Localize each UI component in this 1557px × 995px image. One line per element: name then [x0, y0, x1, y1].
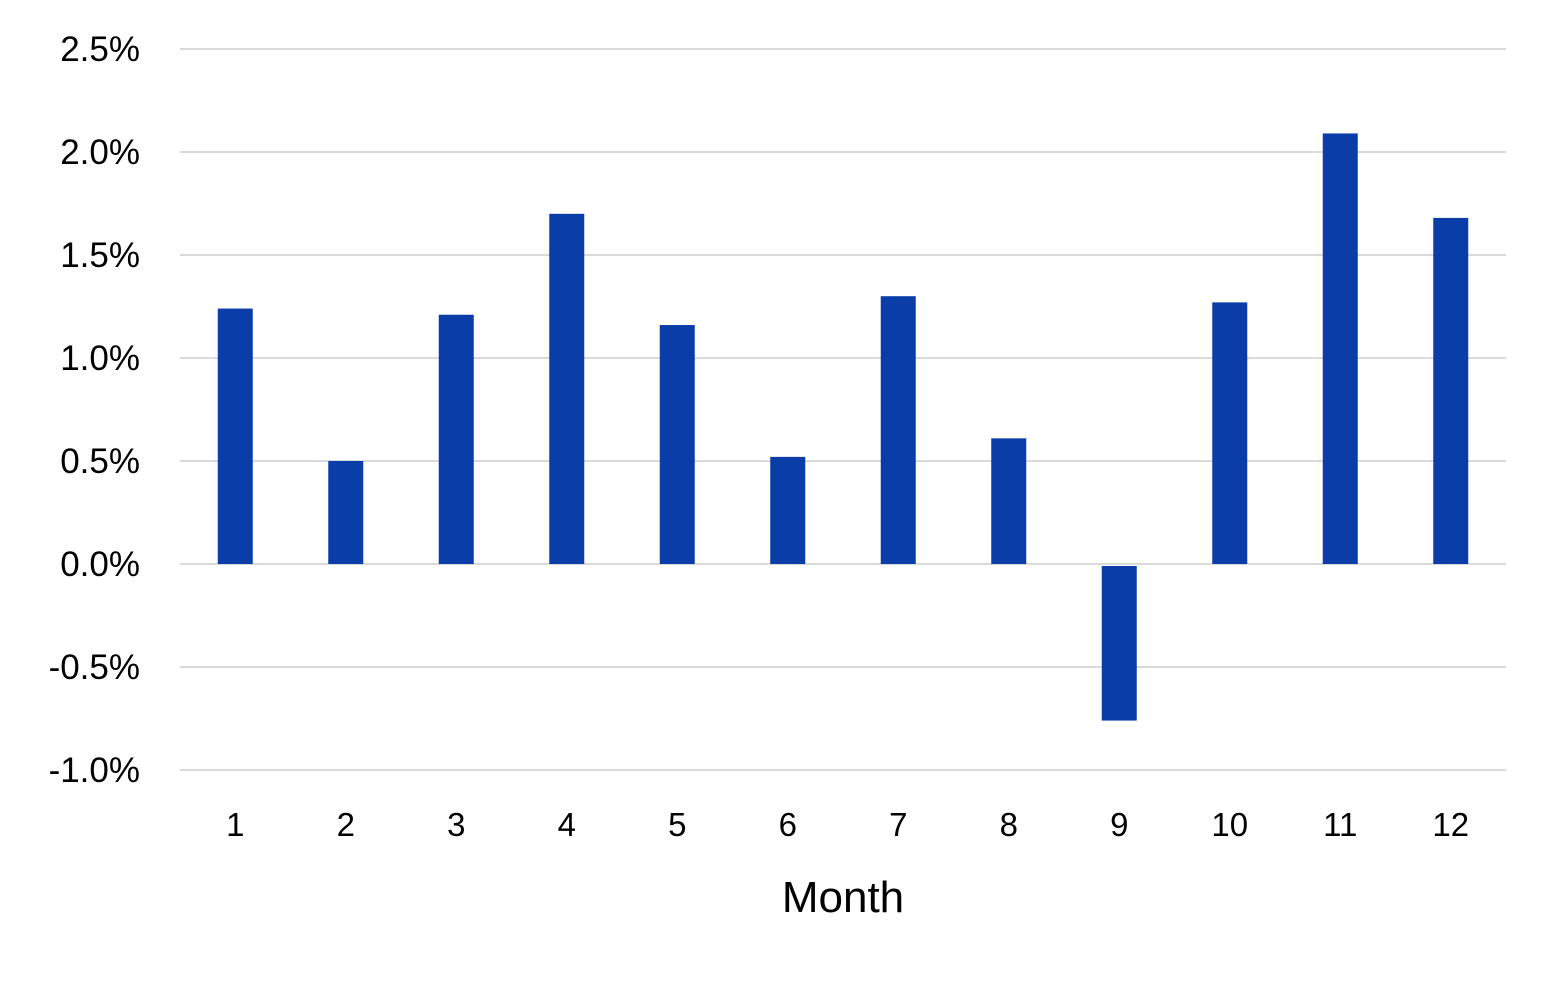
- bar-month-6: [770, 456, 806, 564]
- y-tick-label: -0.5%: [49, 648, 140, 687]
- x-axis-title: Month: [782, 873, 904, 922]
- bar-month-11: [1322, 133, 1358, 564]
- y-tick-label: -1.0%: [49, 751, 140, 790]
- x-tick-label: 12: [1432, 806, 1469, 843]
- bar-month-12: [1433, 217, 1469, 565]
- x-tick-label: 8: [1000, 806, 1018, 843]
- bar-month-5: [659, 325, 695, 564]
- x-tick-label: 2: [337, 806, 355, 843]
- bar-month-9: [1101, 566, 1137, 721]
- bar-month-2: [328, 461, 364, 564]
- x-tick-label: 10: [1211, 806, 1248, 843]
- x-tick-label: 11: [1323, 806, 1357, 843]
- x-tick-label: 3: [447, 806, 465, 843]
- x-tick-label: 4: [558, 806, 576, 843]
- bar-month-7: [880, 296, 916, 564]
- x-tick-label: 5: [668, 806, 686, 843]
- bar-month-8: [991, 438, 1027, 564]
- x-axis-ticks: 1 2 3 4 5 6 7 8 9 10 11 12: [226, 806, 1469, 843]
- bar-month-1: [217, 308, 253, 564]
- y-tick-label: 0.0%: [60, 545, 140, 584]
- y-axis-ticks: -1.0% -0.5% 0.0% 0.5% 1.0% 1.5% 2.0% 2.5%: [49, 30, 140, 790]
- y-tick-label: 1.5%: [60, 236, 140, 275]
- y-tick-label: 2.0%: [60, 133, 140, 172]
- y-tick-label: 2.5%: [60, 30, 140, 69]
- bar-month-4: [549, 213, 585, 565]
- y-tick-label: 0.5%: [60, 442, 140, 481]
- bar-month-10: [1212, 302, 1248, 564]
- x-tick-label: 9: [1110, 806, 1128, 843]
- x-tick-label: 7: [889, 806, 907, 843]
- gridlines: [180, 48, 1506, 771]
- y-tick-label: 1.0%: [60, 339, 140, 378]
- x-tick-label: 6: [779, 806, 797, 843]
- x-tick-label: 1: [226, 806, 244, 843]
- bar-month-3: [438, 314, 474, 564]
- bars: [217, 133, 1469, 721]
